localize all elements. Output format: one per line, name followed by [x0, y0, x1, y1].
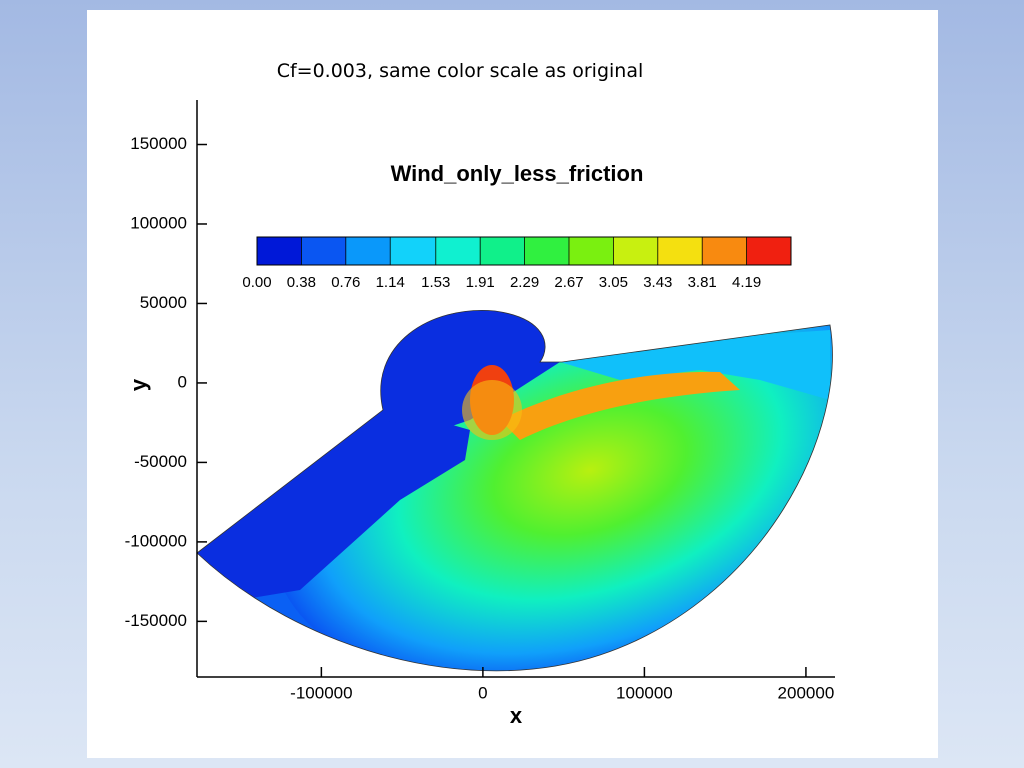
colorbar-segment	[746, 237, 792, 265]
colorbar-segment	[702, 237, 747, 265]
colorbar-tick-label: 4.19	[732, 274, 761, 291]
colorbar-segment	[390, 237, 436, 265]
colorbar-tick-label: 0.38	[287, 274, 316, 291]
y-tick-label: 50000	[140, 293, 187, 312]
y-tick-label: 0	[178, 372, 187, 391]
colorbar-segment	[257, 237, 302, 265]
colorbar-segment	[301, 237, 347, 265]
slide-subtitle: Cf=0.003, same color scale as original	[276, 60, 644, 82]
colorbar-tick-label: 1.14	[376, 274, 405, 291]
colorbar-segment	[657, 237, 703, 265]
colorbar-tick-label: 1.53	[421, 274, 450, 291]
colorbar-segment	[524, 237, 569, 265]
colorbar-tick-label: 1.91	[466, 274, 495, 291]
colorbar-segment	[479, 237, 525, 265]
colorbar-segment	[346, 237, 391, 265]
colorbar-tick-label: 3.05	[599, 274, 628, 291]
y-tick-label: 100000	[130, 213, 187, 232]
colorbar-tick-label: 2.29	[510, 274, 539, 291]
x-tick-label: 200000	[778, 683, 835, 702]
x-tick-label: 100000	[616, 683, 673, 702]
x-tick-label: -100000	[290, 683, 352, 702]
y-tick-label: 150000	[130, 134, 187, 153]
colorbar-tick-label: 3.81	[688, 274, 717, 291]
colorbar-segment	[568, 237, 614, 265]
colorbar-segment	[613, 237, 658, 265]
domain-outline	[196, 310, 833, 672]
chart-title: Wind_only_less_friction	[391, 161, 644, 186]
colorbar-segment	[435, 237, 480, 265]
colorbar-tick-label: 2.67	[554, 274, 583, 291]
x-tick-label: 0	[478, 683, 487, 702]
colorbar-tick-label: 3.43	[643, 274, 672, 291]
y-tick-label: -150000	[125, 611, 187, 630]
x-axis-label: x	[510, 703, 523, 728]
colorbar-tick-label: 0.76	[331, 274, 360, 291]
y-axis-label: y	[126, 378, 151, 391]
colorbar-tick-label: 0.00	[242, 274, 271, 291]
y-tick-label: -100000	[125, 531, 187, 550]
y-tick-label: -50000	[134, 452, 187, 471]
